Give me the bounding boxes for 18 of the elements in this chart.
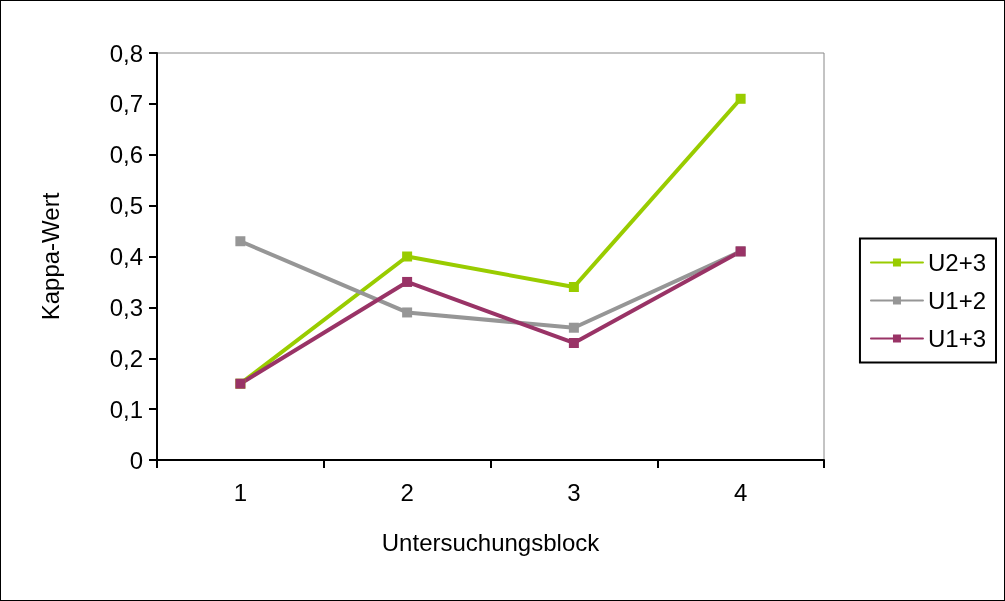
y-tick-label: 0,4 [109,243,143,270]
y-tick-label: 0,6 [109,141,143,169]
x-tick-label: 3 [567,478,581,506]
x-tick-label: 4 [733,478,748,506]
x-tick-label: 1 [233,478,248,506]
legend-label: U1+2 [927,287,986,314]
y-tick-label: 0 [129,446,143,474]
y-tick-label: 0,7 [109,90,143,118]
y-tick-label: 0,3 [109,293,143,321]
y-tick-label: 0,8 [109,39,143,67]
legend-label: U1+3 [927,325,986,352]
y-axis-title: Kappa-Wert [36,192,64,321]
x-axis-title: Untersuchungsblock [381,528,601,556]
legend-label: U2+3 [927,249,986,276]
y-tick-label: 0,2 [109,344,143,372]
x-tick-label: 2 [400,478,414,506]
y-tick-label: 0,5 [109,192,143,220]
y-tick-label: 0,1 [109,395,143,423]
